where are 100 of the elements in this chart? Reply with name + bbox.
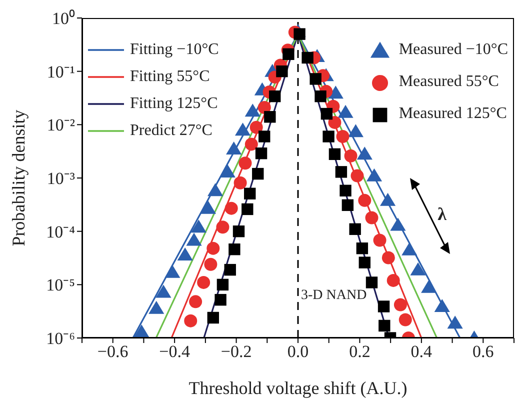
y-tick-label: 10⁻¹ — [46, 62, 75, 82]
legend-label: Fitting −10°C — [130, 40, 219, 60]
point — [373, 234, 386, 247]
point — [214, 294, 226, 306]
x-tick-label: −0.4 — [159, 342, 190, 362]
point — [336, 130, 350, 143]
point — [447, 316, 463, 329]
point — [328, 86, 344, 99]
point — [200, 200, 216, 214]
point — [340, 184, 352, 196]
legend-label: Measured −10°C — [398, 40, 508, 60]
point — [349, 223, 361, 235]
point — [242, 203, 254, 216]
point — [342, 199, 354, 211]
point — [232, 225, 245, 238]
point — [302, 52, 314, 64]
point — [410, 262, 426, 276]
point — [366, 168, 382, 182]
x-tick-label: −0.6 — [97, 342, 128, 362]
point — [224, 202, 238, 215]
point — [206, 242, 220, 255]
point — [224, 264, 236, 276]
point — [228, 243, 240, 256]
point — [322, 130, 334, 142]
y-axis-title: Probability density — [8, 110, 28, 246]
point — [350, 169, 364, 182]
point — [234, 122, 251, 136]
point — [189, 295, 202, 308]
point — [328, 116, 342, 129]
point — [338, 104, 354, 118]
point — [207, 312, 219, 324]
point — [220, 164, 236, 178]
point — [216, 278, 229, 291]
point — [394, 298, 407, 312]
x-tick-label: −0.2 — [220, 342, 252, 362]
point — [148, 300, 164, 314]
point — [328, 148, 341, 160]
point — [244, 138, 258, 151]
x-tick-label: 0.6 — [472, 342, 494, 362]
y-tick-label: 10⁻³ — [46, 169, 75, 188]
point — [184, 314, 198, 328]
legend-label: Predict 27°C — [130, 121, 212, 141]
point — [238, 156, 252, 170]
point — [252, 168, 264, 180]
point — [366, 276, 378, 288]
point — [244, 104, 260, 117]
point — [356, 242, 368, 254]
point — [282, 48, 294, 60]
point — [421, 280, 437, 293]
point — [365, 211, 378, 224]
point — [258, 100, 271, 114]
point — [358, 256, 370, 268]
point — [204, 258, 218, 271]
point — [255, 147, 268, 160]
point — [216, 220, 230, 234]
legend-label: Fitting 55°C — [130, 67, 210, 87]
point — [164, 264, 180, 278]
point — [378, 320, 390, 332]
point — [269, 90, 281, 102]
y-tick-label: 10⁻² — [46, 116, 75, 135]
point — [244, 188, 256, 200]
point — [226, 142, 242, 155]
point — [348, 124, 364, 138]
point — [190, 220, 206, 233]
y-tick-label: 10⁻⁵ — [46, 276, 76, 295]
x-tick-label: 0.4 — [410, 342, 433, 362]
point — [434, 299, 450, 312]
point — [378, 300, 390, 312]
point — [344, 149, 358, 162]
point — [320, 108, 333, 120]
annotation: λ — [438, 204, 446, 225]
point — [398, 313, 412, 326]
point — [234, 176, 247, 190]
annotation: 3-D NAND — [301, 288, 367, 304]
legend-label: Measured 55°C — [398, 72, 499, 92]
point — [186, 232, 202, 246]
point — [250, 120, 263, 134]
point — [386, 274, 400, 287]
point — [356, 146, 372, 160]
x-tick-label: 0.0 — [287, 342, 309, 362]
point — [310, 73, 322, 85]
point — [197, 276, 210, 289]
point — [276, 65, 288, 78]
point — [156, 284, 172, 298]
point — [258, 130, 270, 142]
point — [177, 248, 193, 261]
point — [264, 111, 276, 123]
y-tick-label: 10⁻⁶ — [46, 329, 76, 348]
legend-label: Fitting 125°C — [130, 94, 218, 114]
x-axis-title: Threshold voltage shift (A.U.) — [188, 378, 408, 398]
point — [380, 192, 396, 206]
point — [134, 324, 150, 338]
point — [314, 90, 326, 102]
point — [358, 194, 372, 207]
point — [382, 251, 395, 264]
legend-label: Measured 125°C — [398, 104, 507, 124]
x-tick-label: 0.2 — [349, 342, 370, 362]
point — [335, 166, 348, 178]
y-tick-label: 10⁻⁴ — [46, 222, 76, 242]
point — [402, 242, 418, 256]
